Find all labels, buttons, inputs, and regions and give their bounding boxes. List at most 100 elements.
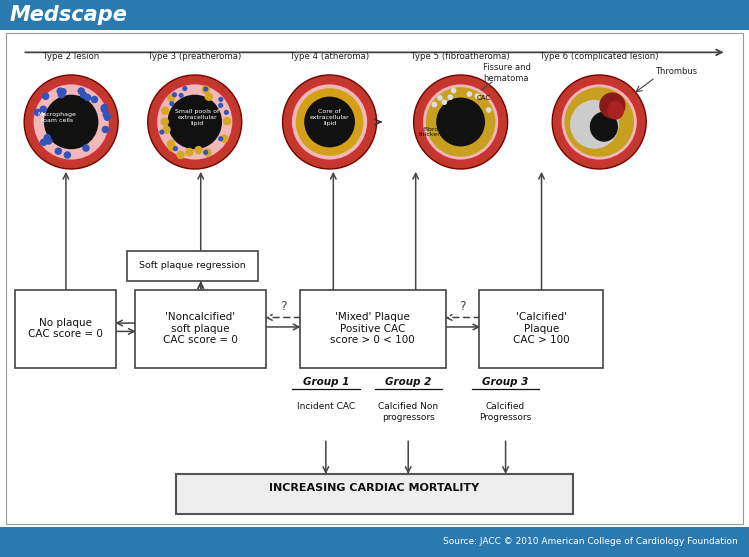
Text: Macrophage
foam cells: Macrophage foam cells <box>37 112 76 123</box>
Ellipse shape <box>59 88 67 96</box>
Text: Fibrous
thickening: Fibrous thickening <box>419 126 451 138</box>
Ellipse shape <box>44 95 98 149</box>
Ellipse shape <box>154 81 236 163</box>
Ellipse shape <box>203 148 212 157</box>
Text: INCREASING CARDIAC MORTALITY: INCREASING CARDIAC MORTALITY <box>270 483 479 494</box>
FancyBboxPatch shape <box>300 290 446 368</box>
Ellipse shape <box>82 144 90 152</box>
Ellipse shape <box>173 146 178 152</box>
Text: Fissure and
hematoma: Fissure and hematoma <box>483 63 531 83</box>
Ellipse shape <box>30 81 112 163</box>
Ellipse shape <box>419 81 502 163</box>
Ellipse shape <box>565 87 634 157</box>
Ellipse shape <box>178 93 184 98</box>
Text: Calcified Non
progressors: Calcified Non progressors <box>378 402 438 422</box>
Ellipse shape <box>103 110 110 118</box>
Text: Calcified
Progressors: Calcified Progressors <box>479 402 532 422</box>
Text: Group 1: Group 1 <box>303 377 349 387</box>
Ellipse shape <box>64 152 71 159</box>
Ellipse shape <box>220 134 228 143</box>
FancyBboxPatch shape <box>15 290 116 368</box>
Ellipse shape <box>163 125 171 134</box>
Text: Incident CAC: Incident CAC <box>297 402 355 411</box>
Ellipse shape <box>474 93 480 99</box>
Bar <box>0 0 749 30</box>
Ellipse shape <box>304 96 355 148</box>
Ellipse shape <box>84 94 91 101</box>
Text: Core of
extracellular
lipid: Core of extracellular lipid <box>310 109 349 125</box>
Text: 'Calcified'
Plaque
CAC > 100: 'Calcified' Plaque CAC > 100 <box>513 312 569 345</box>
Ellipse shape <box>91 96 98 103</box>
Ellipse shape <box>160 130 165 135</box>
Ellipse shape <box>182 86 187 91</box>
FancyBboxPatch shape <box>127 251 258 281</box>
Bar <box>0 527 749 557</box>
Ellipse shape <box>58 91 65 99</box>
Text: Thrombus: Thrombus <box>655 67 697 76</box>
Ellipse shape <box>194 146 203 154</box>
Ellipse shape <box>423 84 498 160</box>
Text: Type 5 (fibroatheroma): Type 5 (fibroatheroma) <box>411 52 510 61</box>
Text: 'Noncalcified'
soft plaque
CAC score = 0: 'Noncalcified' soft plaque CAC score = 0 <box>163 312 237 345</box>
Text: Source: JACC © 2010 American College of Cardiology Foundation: Source: JACC © 2010 American College of … <box>443 538 738 546</box>
Ellipse shape <box>607 101 624 120</box>
Ellipse shape <box>56 87 64 95</box>
Ellipse shape <box>100 105 108 113</box>
Ellipse shape <box>599 92 625 119</box>
Ellipse shape <box>77 87 85 95</box>
Bar <box>6 33 743 524</box>
FancyBboxPatch shape <box>176 474 573 514</box>
Ellipse shape <box>552 75 646 169</box>
Ellipse shape <box>431 102 437 108</box>
Ellipse shape <box>447 95 453 100</box>
Text: ?: ? <box>460 300 466 313</box>
Ellipse shape <box>558 81 640 163</box>
Ellipse shape <box>169 101 175 106</box>
Ellipse shape <box>570 100 619 149</box>
Ellipse shape <box>292 84 367 160</box>
Ellipse shape <box>440 99 482 131</box>
Ellipse shape <box>218 136 223 141</box>
Ellipse shape <box>160 118 169 126</box>
Ellipse shape <box>437 95 443 101</box>
Ellipse shape <box>218 103 223 108</box>
Text: Group 2: Group 2 <box>385 377 431 387</box>
Ellipse shape <box>45 137 52 145</box>
Ellipse shape <box>172 92 177 97</box>
Ellipse shape <box>451 88 456 94</box>
Ellipse shape <box>436 97 485 146</box>
Ellipse shape <box>185 148 193 157</box>
Text: 'Mixed' Plaque
Positive CAC
score > 0 < 100: 'Mixed' Plaque Positive CAC score > 0 < … <box>330 312 415 345</box>
Ellipse shape <box>218 97 223 102</box>
Ellipse shape <box>222 117 231 125</box>
Ellipse shape <box>203 86 208 92</box>
Ellipse shape <box>34 84 109 160</box>
Ellipse shape <box>79 91 88 99</box>
Ellipse shape <box>168 143 176 152</box>
Ellipse shape <box>589 111 618 141</box>
Ellipse shape <box>204 92 213 101</box>
Text: ?: ? <box>280 300 286 313</box>
Ellipse shape <box>441 99 447 105</box>
Ellipse shape <box>296 88 363 156</box>
Ellipse shape <box>148 75 242 169</box>
Ellipse shape <box>34 109 41 116</box>
Ellipse shape <box>44 137 52 144</box>
Text: Type 6 (complicated lesion): Type 6 (complicated lesion) <box>540 52 658 61</box>
Text: CAC: CAC <box>601 131 616 138</box>
Ellipse shape <box>201 85 210 94</box>
Ellipse shape <box>426 87 495 157</box>
Ellipse shape <box>42 92 49 100</box>
Ellipse shape <box>100 104 108 111</box>
Text: Type 3 (preatheroma): Type 3 (preatheroma) <box>148 52 241 61</box>
Ellipse shape <box>167 140 175 148</box>
Ellipse shape <box>413 75 508 169</box>
Text: Small pools of
extracellular
lipid: Small pools of extracellular lipid <box>175 109 219 125</box>
Ellipse shape <box>40 139 47 146</box>
Ellipse shape <box>157 84 232 160</box>
Ellipse shape <box>24 75 118 169</box>
Text: Type 4 (atheroma): Type 4 (atheroma) <box>290 52 369 61</box>
Ellipse shape <box>102 126 109 133</box>
Text: Medscape: Medscape <box>10 5 127 25</box>
Text: CAC: CAC <box>477 95 491 101</box>
